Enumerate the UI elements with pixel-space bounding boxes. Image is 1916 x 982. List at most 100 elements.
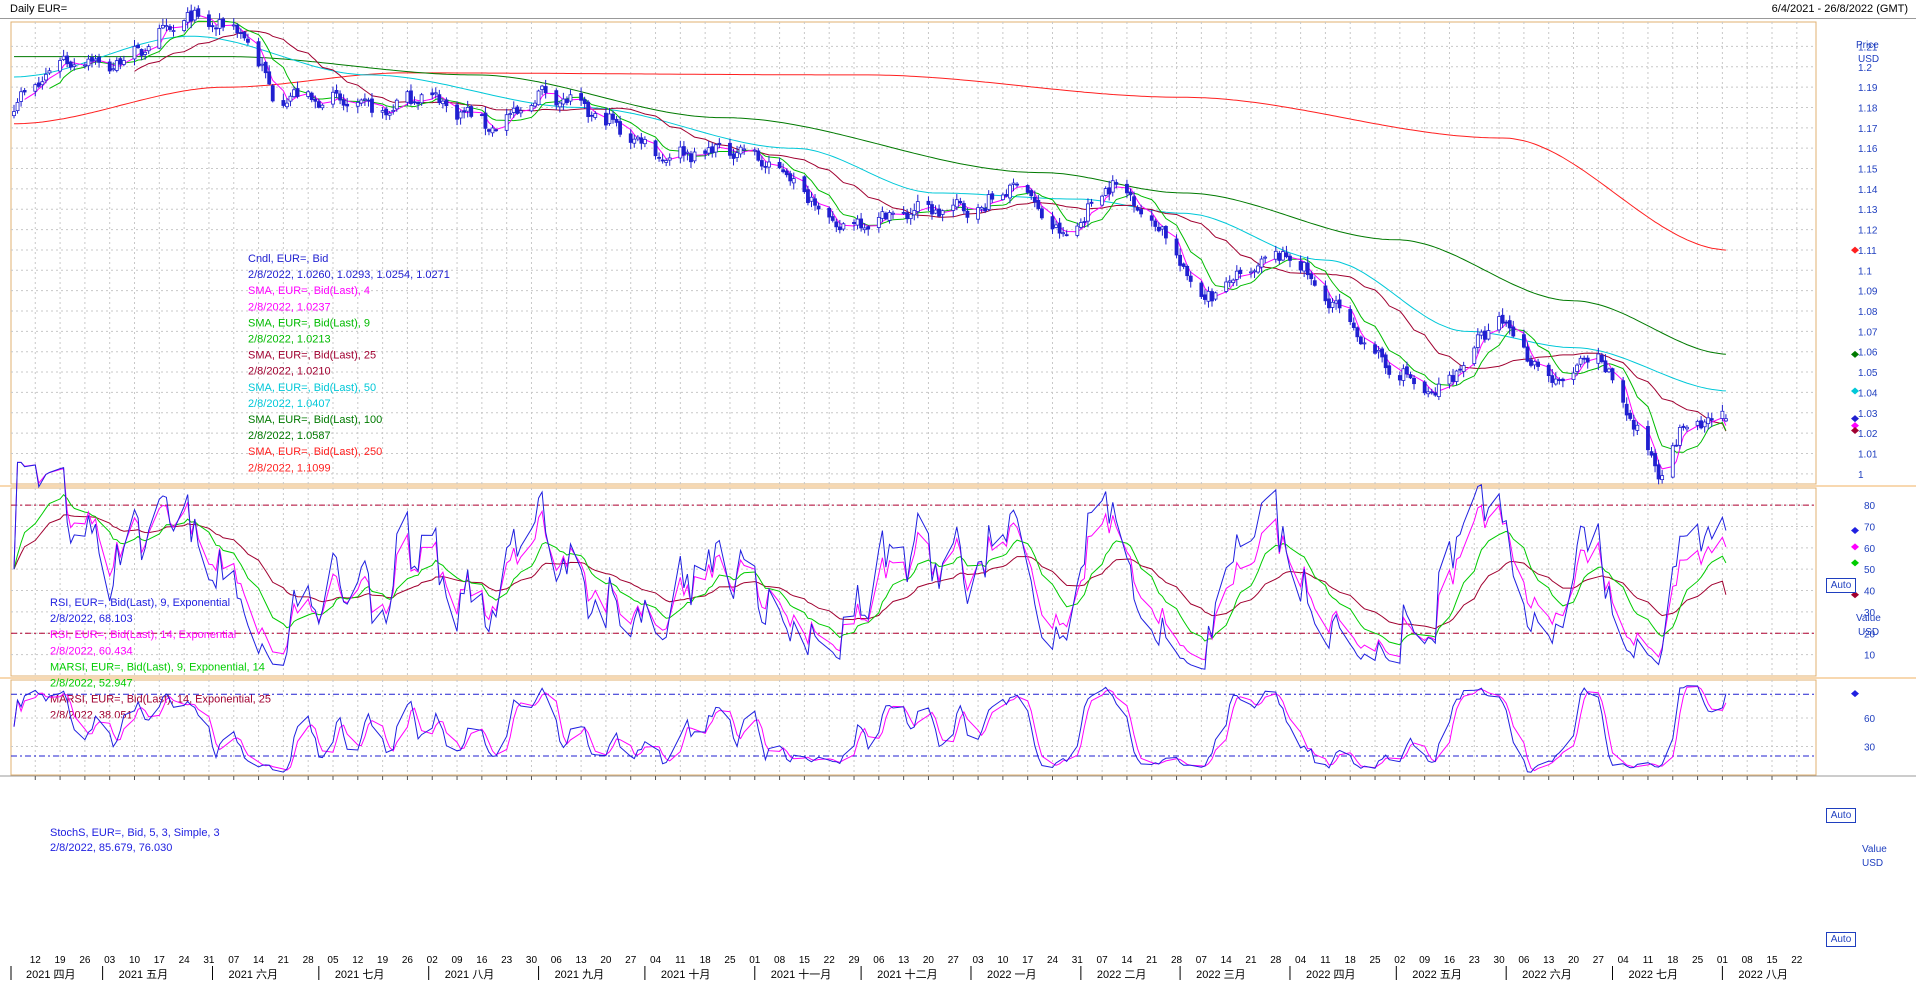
candle-body [1571, 372, 1576, 380]
candle-body [961, 203, 966, 212]
candle-body [387, 112, 392, 116]
x-day-label: 31 [203, 955, 215, 966]
candle-body [1355, 327, 1360, 338]
x-day-label: 17 [154, 955, 166, 966]
price-tick-label: 1.15 [1858, 165, 1878, 176]
price-marker [1851, 426, 1859, 434]
candle-body [561, 98, 566, 105]
rsi-legend-entry: 2/8/2022, 52.947 [50, 678, 133, 690]
rsi-tick-label: 10 [1864, 651, 1876, 662]
candle-body [1351, 322, 1356, 328]
candle-body [1057, 222, 1062, 234]
x-day-label: 06 [551, 955, 563, 966]
candle-body [1373, 344, 1377, 354]
candle-body [1429, 391, 1434, 394]
candle-body [1234, 270, 1239, 280]
candle-body [1327, 298, 1331, 309]
candle-body [859, 218, 864, 229]
candle-body [1075, 225, 1080, 236]
x-day-label: 04 [1618, 955, 1630, 966]
stoch-tick-label: 60 [1864, 714, 1876, 725]
candle-body [876, 217, 881, 228]
rsi-lines [13, 461, 1727, 670]
price-marker [1851, 350, 1859, 358]
candle-body [1188, 275, 1193, 282]
candle-body [256, 41, 261, 67]
price-grid [11, 45, 1816, 475]
price-legend-entry: SMA, EUR=, Bid(Last), 50 [248, 382, 376, 394]
rsi-legend-entry: RSI, EUR=, Bid(Last), 14, Exponential [50, 629, 236, 641]
candle-body [281, 100, 286, 106]
candle-body [784, 170, 789, 176]
x-day-label: 21 [1245, 955, 1257, 966]
candle-body [568, 94, 573, 102]
x-day-label: 12 [30, 955, 42, 966]
x-day-label: 20 [1568, 955, 1580, 966]
candle-body [1578, 357, 1583, 365]
x-day-label: 09 [451, 955, 463, 966]
candle-body [1277, 252, 1282, 261]
rsi-tick-label: 60 [1864, 544, 1876, 555]
candle-body [1305, 262, 1310, 276]
candle-body [1203, 294, 1207, 300]
candle-body [132, 45, 137, 60]
sma50-line [13, 35, 1726, 392]
price-axis-unit: USD [1858, 54, 1879, 65]
candle-body [1015, 183, 1019, 186]
candle-body [1635, 424, 1640, 431]
candle-body [1362, 342, 1367, 345]
candle-body [231, 24, 236, 27]
price-auto-button[interactable]: Auto [1826, 578, 1856, 593]
candle-body [139, 49, 144, 56]
candle-body [809, 196, 814, 202]
candle-body [657, 156, 661, 159]
candle-body [1132, 196, 1136, 206]
candle-body [1511, 326, 1516, 337]
candle-body [635, 136, 640, 140]
candle-body [685, 151, 690, 154]
rsi-legend-entry: 2/8/2022, 60.434 [50, 645, 133, 657]
candle-body [1160, 226, 1165, 230]
candle-body [1522, 334, 1526, 348]
candle-body [1348, 309, 1353, 323]
candle-body [965, 210, 970, 218]
x-day-label: 03 [973, 955, 985, 966]
x-day-label: 06 [873, 955, 885, 966]
candle-body [246, 38, 250, 43]
stoch-axis-unit: USD [1862, 858, 1883, 869]
candle-body [1089, 201, 1094, 204]
candle-body [111, 68, 116, 71]
rsi-auto-button[interactable]: Auto [1826, 808, 1856, 823]
candle-body [759, 160, 764, 167]
price-tick-label: 1.11 [1858, 246, 1877, 257]
candle-body [1231, 279, 1236, 284]
candle-body [58, 60, 62, 72]
candle-body [384, 108, 389, 116]
x-day-label: 25 [1692, 955, 1704, 966]
candle-body [1631, 419, 1636, 430]
price-tick-label: 1.21 [1858, 42, 1878, 53]
candle-body [667, 157, 672, 161]
candle-body [518, 110, 523, 114]
candle-body [242, 31, 247, 39]
candle-body [1330, 301, 1335, 308]
candle-body [1436, 383, 1441, 397]
candle-body [164, 25, 169, 28]
candle-body [359, 99, 364, 104]
candle-body [958, 200, 963, 204]
price-tick-label: 1.2 [1858, 63, 1872, 74]
candle-body [1653, 453, 1657, 467]
x-day-label: 13 [576, 955, 588, 966]
rsi-tick-label: 40 [1864, 587, 1876, 598]
price-legend-entry: 2/8/2022, 1.0587 [248, 430, 331, 442]
candle-body [692, 151, 697, 162]
sma25-line [134, 30, 1727, 432]
candle-body [93, 58, 98, 62]
candle-body [462, 110, 467, 113]
x-month-label: 2021 四月 [26, 969, 76, 981]
stoch-auto-button[interactable]: Auto [1826, 932, 1856, 947]
x-month-label: 2021 十二月 [877, 967, 938, 981]
candle-body [444, 99, 449, 107]
stoch-grid [11, 717, 1816, 747]
